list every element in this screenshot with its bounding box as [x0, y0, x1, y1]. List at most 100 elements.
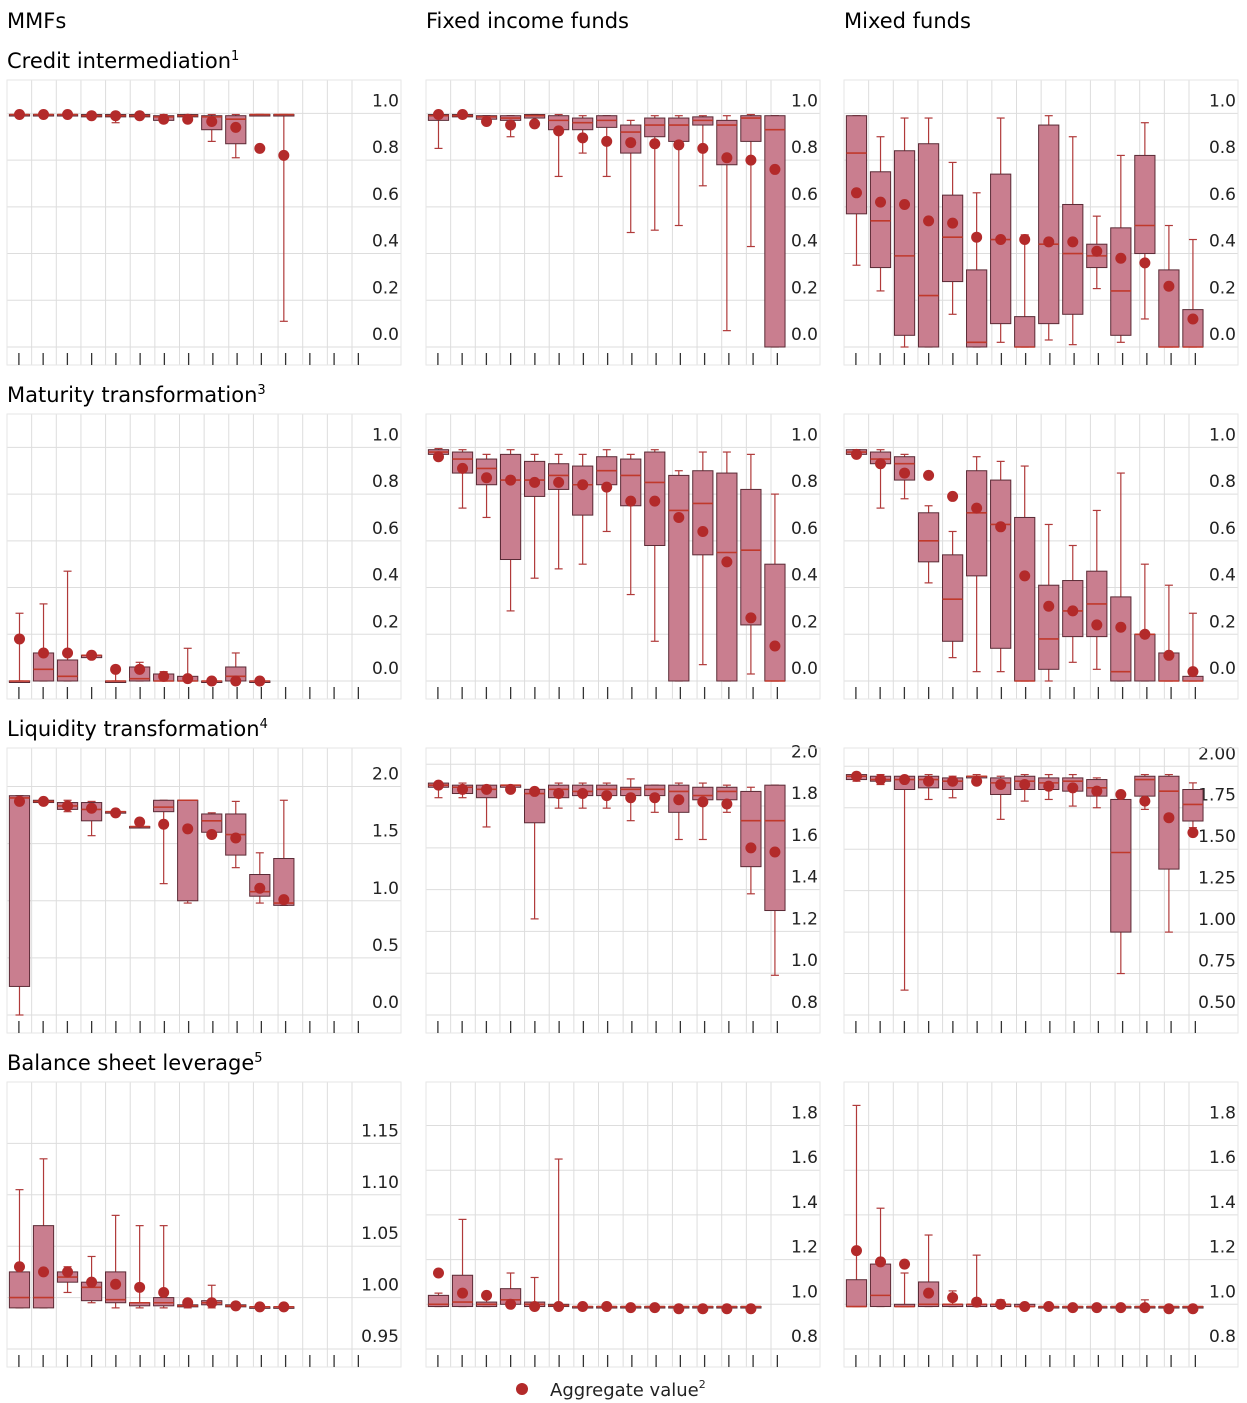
box	[668, 117, 690, 142]
legend-label-sup: 2	[699, 1378, 706, 1391]
box-item	[893, 774, 916, 991]
aggregate-marker	[254, 675, 266, 687]
box	[596, 115, 618, 128]
y-tick-label: 1.8	[791, 1104, 818, 1124]
aggregate-marker	[697, 525, 709, 537]
box-item	[475, 1289, 498, 1308]
aggregate-marker	[505, 1298, 517, 1310]
aggregate-marker	[110, 1278, 122, 1290]
y-tick-label: 1.15	[361, 1121, 399, 1141]
aggregate-marker	[86, 110, 98, 122]
box	[869, 171, 892, 269]
aggregate-marker	[649, 138, 661, 150]
aggregate-marker	[697, 142, 709, 154]
box-item	[1158, 224, 1180, 348]
box-item	[990, 1298, 1012, 1310]
aggregate-marker	[697, 1303, 709, 1315]
aggregate-marker	[13, 109, 25, 121]
aggregate-marker	[721, 798, 733, 810]
aggregate-marker	[577, 479, 589, 491]
y-tick-label: 0.6	[1209, 519, 1236, 539]
column-title-mmfs: MMFs	[7, 9, 66, 33]
aggregate-marker	[601, 790, 613, 802]
box-item	[177, 1297, 199, 1309]
box-item	[692, 1303, 714, 1315]
aggregate-marker	[1091, 785, 1103, 797]
column-title-fixed-income: Fixed income funds	[426, 9, 629, 33]
aggregate-marker	[1043, 780, 1055, 792]
box-item	[499, 449, 522, 612]
box-item	[596, 1301, 618, 1313]
box-item	[80, 110, 103, 122]
aggregate-marker	[995, 779, 1007, 791]
aggregate-marker	[947, 217, 959, 229]
box-item	[129, 661, 151, 682]
box-item	[1014, 234, 1036, 348]
y-tick-label: 1.4	[1209, 1193, 1236, 1213]
box-item	[596, 782, 618, 809]
box-item	[201, 675, 223, 687]
box-item	[475, 115, 498, 128]
box	[917, 512, 940, 563]
box-item	[451, 1218, 474, 1308]
aggregate-marker	[1115, 1302, 1127, 1314]
row-title-leverage: Balance sheet leverage5	[7, 1051, 263, 1075]
box-item	[620, 1302, 642, 1314]
aggregate-marker	[432, 109, 444, 121]
aggregate-marker	[745, 1303, 757, 1315]
aggregate-marker	[601, 481, 613, 493]
aggregate-marker	[505, 783, 517, 795]
aggregate-marker	[1163, 649, 1175, 661]
aggregate-marker	[923, 1287, 935, 1299]
box-item	[129, 110, 151, 122]
aggregate-marker	[110, 663, 122, 675]
aggregate-marker	[899, 1258, 911, 1270]
panel-frame	[843, 79, 1239, 366]
y-tick-label: 0.2	[1209, 278, 1236, 298]
aggregate-marker	[13, 795, 25, 807]
y-tick-label: 1.00	[361, 1276, 399, 1296]
box-item	[764, 115, 786, 348]
aggregate-marker	[1115, 621, 1127, 633]
box-item	[1038, 1301, 1060, 1313]
aggregate-marker	[206, 675, 218, 687]
aggregate-marker	[529, 1301, 541, 1313]
aggregate-marker	[432, 451, 444, 463]
box-item	[1086, 777, 1108, 809]
box-item	[524, 785, 546, 920]
aggregate-marker	[457, 783, 469, 795]
aggregate-marker	[230, 121, 242, 133]
box	[942, 194, 964, 283]
box-item	[427, 779, 450, 799]
aggregate-marker	[158, 670, 170, 682]
box-item	[8, 109, 31, 121]
aggregate-marker	[481, 116, 493, 128]
aggregate-marker	[553, 125, 565, 137]
aggregate-marker	[481, 472, 493, 484]
panel-frame	[6, 747, 402, 1034]
y-tick-label: 0.0	[372, 325, 399, 345]
aggregate-marker	[875, 1256, 887, 1268]
aggregate-marker	[971, 1296, 983, 1308]
aggregate-marker	[875, 196, 887, 208]
aggregate-marker	[1091, 245, 1103, 257]
aggregate-marker	[1019, 234, 1031, 246]
aggregate-marker	[206, 829, 218, 841]
box	[56, 659, 79, 682]
box	[966, 269, 988, 348]
aggregate-marker	[721, 556, 733, 568]
box-item	[845, 770, 868, 782]
aggregate-marker	[230, 675, 242, 687]
box	[8, 1271, 31, 1309]
box-item	[177, 799, 199, 904]
aggregate-marker	[38, 1266, 50, 1278]
box	[845, 1279, 868, 1308]
box-item	[1182, 238, 1204, 348]
y-tick-label: 0.8	[791, 1327, 818, 1347]
box-item	[966, 456, 988, 673]
aggregate-marker	[995, 234, 1007, 246]
box-item	[764, 493, 786, 682]
row-title-maturity-sup: 3	[257, 383, 265, 398]
aggregate-marker	[529, 785, 541, 797]
aggregate-marker	[134, 663, 146, 675]
